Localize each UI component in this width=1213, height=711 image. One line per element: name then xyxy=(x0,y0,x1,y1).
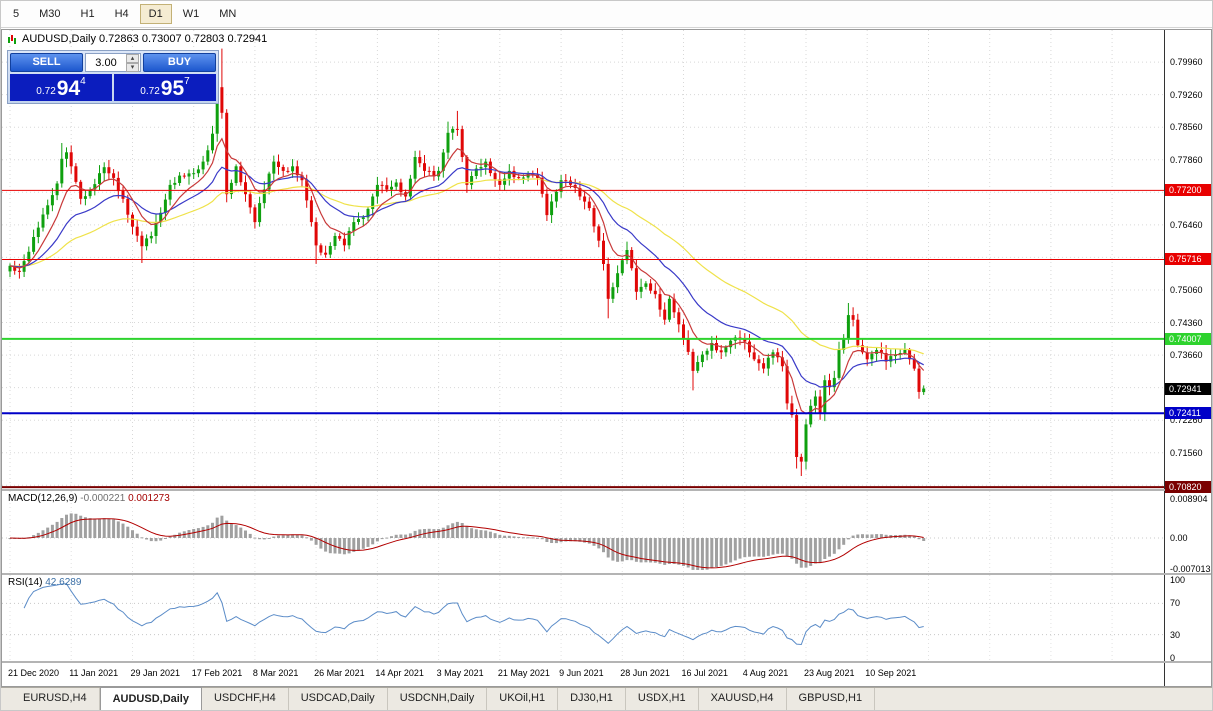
bid-pipette: 4 xyxy=(80,76,86,87)
tab-USDCHF-H4[interactable]: USDCHF,H4 xyxy=(202,688,289,710)
price-axis-label: 30 xyxy=(1170,630,1181,640)
ask-price-display: 0.72 95 7 xyxy=(114,74,216,101)
price-axis-label: 0.78560 xyxy=(1170,122,1203,132)
price-axis-label: 70 xyxy=(1170,598,1181,608)
price-axis-label: 0.77860 xyxy=(1170,155,1203,165)
tab-AUDUSD-Daily[interactable]: AUDUSD,Daily xyxy=(99,687,202,710)
ask-prefix: 0.72 xyxy=(140,86,160,97)
timeframe-MN[interactable]: MN xyxy=(219,8,237,20)
time-axis-label: 9 Jun 2021 xyxy=(559,668,604,678)
time-axis-label: 14 Apr 2021 xyxy=(375,668,424,678)
price-axis-label: 0.79260 xyxy=(1170,90,1203,100)
time-axis-label: 23 Aug 2021 xyxy=(803,668,855,678)
tab-USDCAD-Daily[interactable]: USDCAD,Daily xyxy=(289,688,388,710)
chart-title: AUDUSD,Daily 0.72863 0.73007 0.72803 0.7… xyxy=(7,33,267,45)
bid-price-display: 0.72 94 4 xyxy=(10,74,112,101)
bid-big-digits: 94 xyxy=(56,77,81,100)
price-badge-0.77200: 0.77200 xyxy=(1165,184,1211,196)
price-badge-0.75716: 0.75716 xyxy=(1165,253,1211,265)
tab-USDCNH-Daily[interactable]: USDCNH,Daily xyxy=(388,688,488,710)
tab-XAUUSD-H4[interactable]: XAUUSD,H4 xyxy=(699,688,787,710)
tab-DJ30-H1[interactable]: DJ30,H1 xyxy=(558,688,626,710)
tab-GBPUSD-H1[interactable]: GBPUSD,H1 xyxy=(787,688,876,710)
time-axis-label: 3 May 2021 xyxy=(436,668,484,678)
rsi-plot xyxy=(2,575,1164,661)
price-axis-label: 0 xyxy=(1170,653,1176,663)
price-axis-label: 0.008904 xyxy=(1170,494,1208,504)
time-axis-label: 17 Feb 2021 xyxy=(191,668,243,678)
time-axis-splitter xyxy=(2,661,1211,663)
ask-big-digits: 95 xyxy=(160,77,185,100)
time-axis-label: 28 Jun 2021 xyxy=(620,668,670,678)
price-axis[interactable]: 0.79960 0.79260 0.78560 0.77860 0.76460 0.750… xyxy=(1165,30,1211,686)
price-axis-label: 0.72260 xyxy=(1170,415,1203,425)
time-axis-label: 21 Dec 2020 xyxy=(8,668,60,678)
time-axis-label: 21 May 2021 xyxy=(497,668,550,678)
time-axis-label: 29 Jan 2021 xyxy=(130,668,180,678)
buy-button[interactable]: BUY xyxy=(143,53,216,72)
ask-pipette: 7 xyxy=(184,76,190,87)
price-axis-label: -0.007013 xyxy=(1170,564,1211,574)
price-badge-0.72941: 0.72941 xyxy=(1165,383,1211,395)
bid-prefix: 0.72 xyxy=(36,86,56,97)
sell-button[interactable]: SELL xyxy=(10,53,83,72)
volume-decrease-button[interactable]: ▾ xyxy=(126,63,139,72)
price-axis-label: 0.74360 xyxy=(1170,318,1203,328)
timeframe-toolbar: 5 M30 H1 H4 D1 W1 MN xyxy=(1,1,1212,28)
macd-plot xyxy=(2,491,1164,573)
time-axis-label: 26 Mar 2021 xyxy=(314,668,365,678)
main-chart[interactable]: AUDUSD,Daily 0.72863 0.73007 0.72803 0.7… xyxy=(2,30,1164,489)
timeframe-H4[interactable]: H4 xyxy=(114,8,129,20)
timeframe-D1[interactable]: D1 xyxy=(139,4,172,24)
time-axis-label: 11 Jan 2021 xyxy=(69,668,119,678)
tab-USDX-H1[interactable]: USDX,H1 xyxy=(626,688,699,710)
price-axis-border xyxy=(1164,30,1165,686)
tab-UKOil-H1[interactable]: UKOil,H1 xyxy=(487,688,559,710)
time-axis-label: 8 Mar 2021 xyxy=(252,668,299,678)
rsi-label: RSI(14) 42.6289 xyxy=(8,577,82,588)
price-axis-label: 0.79960 xyxy=(1170,57,1203,67)
price-axis-label: 100 xyxy=(1170,575,1186,585)
chart-title-text: AUDUSD,Daily 0.72863 0.73007 0.72803 0.7… xyxy=(22,33,268,45)
timeframe-5[interactable]: 5 xyxy=(13,8,20,20)
price-badge-0.74007: 0.74007 xyxy=(1165,333,1211,345)
chart-window: AUDUSD,Daily 0.72863 0.73007 0.72803 0.7… xyxy=(1,29,1212,687)
time-axis-label: 16 Jul 2021 xyxy=(681,668,729,678)
time-axis-label: 4 Aug 2021 xyxy=(742,668,789,678)
price-badge-0.72411: 0.72411 xyxy=(1165,407,1211,419)
volume-box: ▴ ▾ xyxy=(85,53,141,72)
price-axis-label: 0.73660 xyxy=(1170,350,1203,360)
volume-spinner: ▴ ▾ xyxy=(126,54,139,72)
macd-panel[interactable]: MACD(12,26,9) -0.000221 0.001273 xyxy=(2,491,1164,573)
timeframe-W1[interactable]: W1 xyxy=(182,8,200,20)
price-badge-0.70820: 0.70820 xyxy=(1165,481,1211,493)
timeframe-H1[interactable]: H1 xyxy=(80,8,95,20)
candlestick-plot[interactable] xyxy=(2,30,1164,489)
macd-panel-splitter[interactable] xyxy=(2,489,1211,491)
price-axis-label: 0.71560 xyxy=(1170,448,1203,458)
price-axis-label: 0.76460 xyxy=(1170,220,1203,230)
time-axis-label: 10 Sep 2021 xyxy=(865,668,917,678)
candlestick-chart-icon xyxy=(8,34,16,44)
volume-increase-button[interactable]: ▴ xyxy=(126,54,139,63)
volume-input[interactable] xyxy=(86,54,126,71)
price-axis-label: 0.75060 xyxy=(1170,285,1203,295)
rsi-panel-splitter[interactable] xyxy=(2,573,1211,575)
rsi-panel[interactable]: RSI(14) 42.6289 xyxy=(2,575,1164,661)
price-axis-label: 0.00 xyxy=(1170,533,1188,543)
chart-tabs: EURUSD,H4 AUDUSD,Daily USDCHF,H4 USDCAD,Dai… xyxy=(1,687,1212,710)
time-axis[interactable]: 21 Dec 2020 11 Jan 2021 29 Jan 2021 17 Feb … xyxy=(2,663,1164,687)
timeframe-M30[interactable]: M30 xyxy=(39,8,61,20)
tab-EURUSD-H4[interactable]: EURUSD,H4 xyxy=(11,688,100,710)
one-click-trading-panel: SELL ▴ ▾ BUY 0.72 94 4 xyxy=(7,50,219,104)
macd-label: MACD(12,26,9) -0.000221 0.001273 xyxy=(8,493,170,504)
